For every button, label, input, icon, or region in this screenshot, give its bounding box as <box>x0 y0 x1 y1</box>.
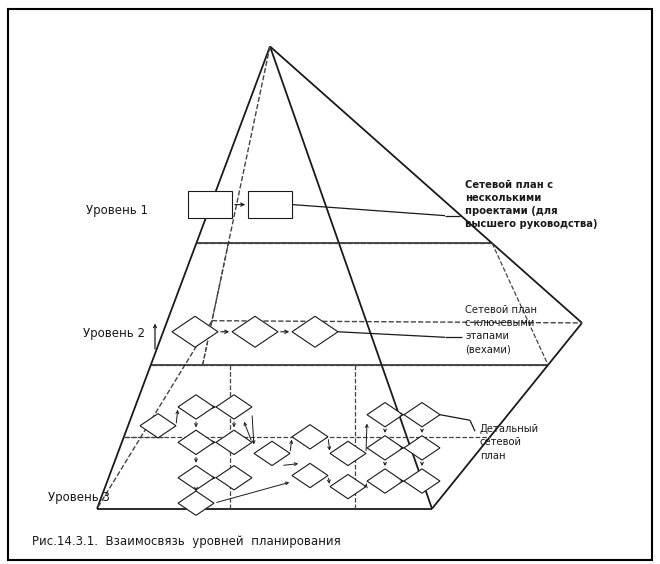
Polygon shape <box>216 430 252 455</box>
Polygon shape <box>172 316 218 347</box>
Polygon shape <box>404 403 440 427</box>
Polygon shape <box>330 441 366 465</box>
Polygon shape <box>292 464 328 488</box>
Polygon shape <box>216 395 252 419</box>
Text: Сетевой план
с ключевыми
этапами
(вехами): Сетевой план с ключевыми этапами (вехами… <box>465 305 537 354</box>
Polygon shape <box>292 425 328 449</box>
Text: Уровень 2: Уровень 2 <box>83 328 145 341</box>
Polygon shape <box>330 474 366 499</box>
Polygon shape <box>178 465 214 490</box>
Bar <box>248 191 292 218</box>
Polygon shape <box>292 316 338 347</box>
Polygon shape <box>178 395 214 419</box>
Polygon shape <box>178 491 214 515</box>
Text: Сетевой план с
несколькими
проектами (для
высшего руководства): Сетевой план с несколькими проектами (дл… <box>465 180 597 230</box>
Text: Уровень 3: Уровень 3 <box>48 491 110 504</box>
Polygon shape <box>404 469 440 494</box>
Polygon shape <box>367 403 403 427</box>
Bar <box>188 191 232 218</box>
Text: Рис.14.3.1.  Взаимосвязь  уровней  планирования: Рис.14.3.1. Взаимосвязь уровней планиров… <box>32 535 341 548</box>
Polygon shape <box>254 441 290 465</box>
Polygon shape <box>140 413 176 438</box>
Polygon shape <box>178 430 214 455</box>
Text: Уровень 1: Уровень 1 <box>86 204 148 217</box>
Polygon shape <box>367 469 403 494</box>
Polygon shape <box>216 465 252 490</box>
Polygon shape <box>404 436 440 460</box>
Polygon shape <box>367 436 403 460</box>
Polygon shape <box>232 316 278 347</box>
Text: Детальный
сетевой
план: Детальный сетевой план <box>480 424 539 461</box>
